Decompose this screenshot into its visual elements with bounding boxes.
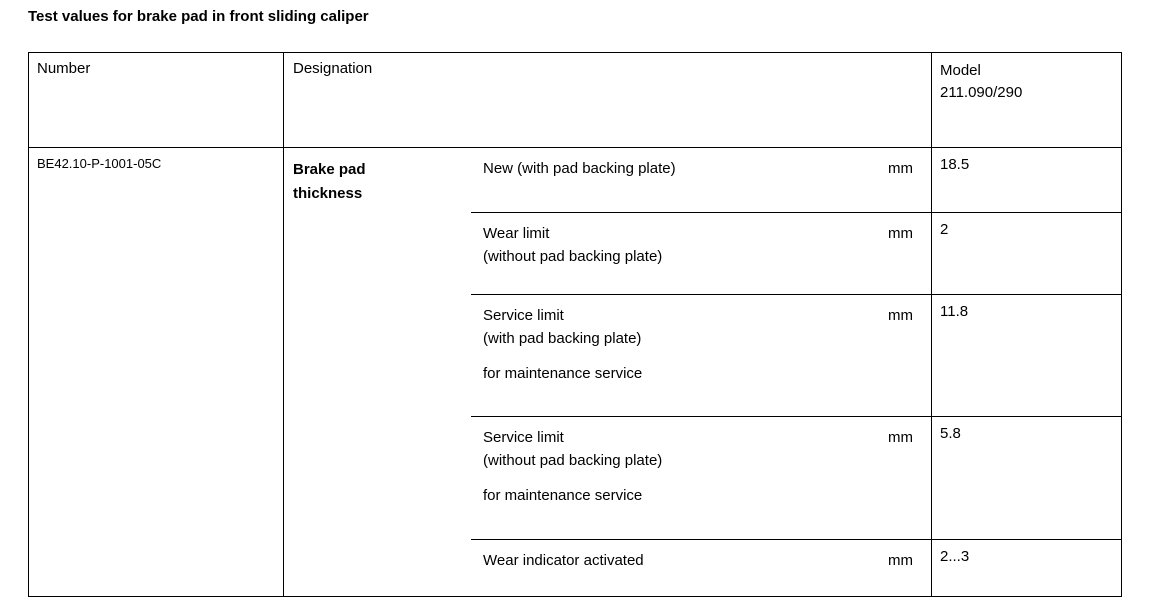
unit-label: mm	[888, 160, 913, 177]
test-row: New (with pad backing plate) mm 18.5	[471, 148, 1121, 213]
test-description: New (with pad backing plate)	[483, 157, 676, 180]
test-description-cell: Wear limit (without pad backing plate) mm	[471, 213, 931, 294]
test-label-line: Wear indicator activated	[483, 552, 644, 569]
test-value-cell: 18.5	[931, 148, 1121, 212]
test-label-line: Service limit	[483, 307, 564, 324]
column-header-number: Number	[29, 53, 284, 148]
test-description-cell: New (with pad backing plate) mm	[471, 148, 931, 212]
column-header-designation: Designation	[284, 53, 931, 148]
test-description-cell: Service limit (with pad backing plate) for…	[471, 295, 931, 416]
test-label-line: (without pad backing plate)	[483, 452, 663, 469]
test-row: Wear limit (without pad backing plate) mm…	[471, 213, 1121, 295]
test-label-line: Service limit	[483, 429, 564, 446]
test-value-cell: 5.8	[931, 417, 1121, 539]
test-value-cell: 2...3	[931, 540, 1121, 596]
unit-label: mm	[888, 429, 913, 446]
test-note: for maintenance service	[483, 365, 643, 382]
document-number-cell: BE42.10-P-1001-05C	[29, 148, 284, 596]
test-description-cell: Wear indicator activated mm	[471, 540, 931, 596]
designation-line: thickness	[293, 185, 363, 202]
test-label-line: New (with pad backing plate)	[483, 160, 676, 177]
test-note: for maintenance service	[483, 487, 643, 504]
test-value-cell: 11.8	[931, 295, 1121, 416]
model-header-code: 211.090/290	[940, 84, 1023, 101]
test-label-line: (with pad backing plate)	[483, 330, 642, 347]
test-value-cell: 2	[931, 213, 1121, 294]
document-page: Test values for brake pad in front slidi…	[28, 8, 1122, 597]
test-description: Service limit (with pad backing plate) for…	[483, 304, 642, 385]
test-description: Wear limit (without pad backing plate)	[483, 222, 662, 268]
model-header-label: Model	[940, 62, 981, 79]
page-title: Test values for brake pad in front slidi…	[28, 8, 369, 25]
test-values-table: Number Designation Model 211.090/290 BE4…	[28, 52, 1122, 597]
designation-line: Brake pad	[293, 161, 366, 178]
test-label-line: (without pad backing plate)	[483, 248, 663, 265]
test-description: Wear indicator activated	[483, 549, 644, 572]
test-description-cell: Service limit (without pad backing plate)…	[471, 417, 931, 539]
test-row: Service limit (without pad backing plate)…	[471, 417, 1121, 540]
test-row: Service limit (with pad backing plate) for…	[471, 295, 1121, 417]
test-label-line: Wear limit	[483, 225, 550, 242]
unit-label: mm	[888, 307, 913, 324]
test-row: Wear indicator activated mm 2...3	[471, 540, 1121, 596]
unit-label: mm	[888, 552, 913, 569]
designation-cell: Brake pad thickness	[284, 148, 471, 596]
column-header-model: Model 211.090/290	[931, 53, 1121, 148]
tests-area: New (with pad backing plate) mm 18.5 Wea…	[471, 148, 1121, 596]
test-description: Service limit (without pad backing plate)…	[483, 426, 662, 507]
unit-label: mm	[888, 225, 913, 242]
